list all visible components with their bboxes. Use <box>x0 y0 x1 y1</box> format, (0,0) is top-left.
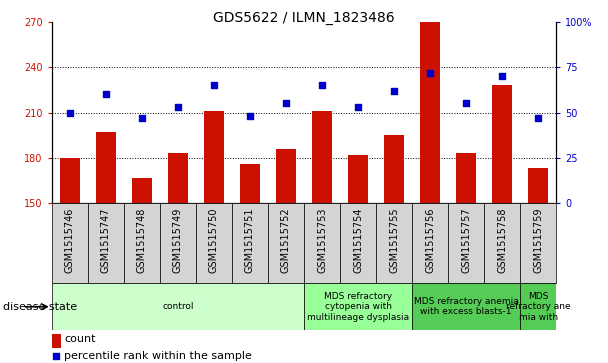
Text: GSM1515746: GSM1515746 <box>64 207 75 273</box>
Text: count: count <box>64 334 96 344</box>
Point <box>281 101 291 106</box>
Point <box>65 110 75 115</box>
Bar <box>60 158 80 203</box>
Point <box>101 91 111 97</box>
Text: GSM1515748: GSM1515748 <box>137 207 147 273</box>
Point <box>497 73 507 79</box>
Text: disease state: disease state <box>3 302 77 312</box>
Text: GSM1515753: GSM1515753 <box>317 207 327 273</box>
FancyBboxPatch shape <box>448 203 484 283</box>
Bar <box>528 168 548 203</box>
Text: GSM1515758: GSM1515758 <box>497 207 507 273</box>
Point <box>389 88 399 94</box>
Point <box>137 115 147 121</box>
Bar <box>456 153 476 203</box>
Point <box>353 104 363 110</box>
FancyBboxPatch shape <box>520 283 556 330</box>
Text: GSM1515756: GSM1515756 <box>425 207 435 273</box>
FancyBboxPatch shape <box>520 203 556 283</box>
FancyBboxPatch shape <box>304 283 412 330</box>
Point <box>426 70 435 76</box>
Text: GSM1515749: GSM1515749 <box>173 207 183 273</box>
Bar <box>420 22 440 203</box>
Bar <box>240 164 260 203</box>
FancyBboxPatch shape <box>340 203 376 283</box>
Text: control: control <box>162 302 193 311</box>
Point <box>51 353 61 359</box>
FancyBboxPatch shape <box>52 203 88 283</box>
FancyBboxPatch shape <box>160 203 196 283</box>
FancyBboxPatch shape <box>88 203 124 283</box>
Bar <box>204 111 224 203</box>
Text: MDS
refractory ane
mia with: MDS refractory ane mia with <box>506 292 571 322</box>
Text: GSM1515759: GSM1515759 <box>533 207 544 273</box>
Point <box>209 82 219 88</box>
FancyBboxPatch shape <box>52 283 304 330</box>
Bar <box>492 85 512 203</box>
Point <box>461 101 471 106</box>
Bar <box>52 334 61 348</box>
Point <box>245 113 255 119</box>
Bar <box>96 132 116 203</box>
Text: GSM1515752: GSM1515752 <box>281 207 291 273</box>
FancyBboxPatch shape <box>196 203 232 283</box>
Point <box>533 115 543 121</box>
FancyBboxPatch shape <box>268 203 304 283</box>
Point <box>173 104 183 110</box>
Text: GSM1515751: GSM1515751 <box>245 207 255 273</box>
FancyBboxPatch shape <box>484 203 520 283</box>
Bar <box>384 135 404 203</box>
Text: GSM1515750: GSM1515750 <box>209 207 219 273</box>
Bar <box>348 155 368 203</box>
FancyBboxPatch shape <box>376 203 412 283</box>
Text: GSM1515757: GSM1515757 <box>461 207 471 273</box>
FancyBboxPatch shape <box>232 203 268 283</box>
Text: GSM1515755: GSM1515755 <box>389 207 399 273</box>
Text: percentile rank within the sample: percentile rank within the sample <box>64 351 252 361</box>
Text: GSM1515747: GSM1515747 <box>101 207 111 273</box>
Point <box>317 82 327 88</box>
Text: GDS5622 / ILMN_1823486: GDS5622 / ILMN_1823486 <box>213 11 395 25</box>
Text: MDS refractory
cytopenia with
multilineage dysplasia: MDS refractory cytopenia with multilinea… <box>307 292 409 322</box>
Text: GSM1515754: GSM1515754 <box>353 207 363 273</box>
Text: MDS refractory anemia
with excess blasts-1: MDS refractory anemia with excess blasts… <box>414 297 519 317</box>
Bar <box>168 153 188 203</box>
Bar <box>312 111 332 203</box>
FancyBboxPatch shape <box>412 203 448 283</box>
Bar <box>276 149 296 203</box>
Bar <box>132 178 152 203</box>
FancyBboxPatch shape <box>412 283 520 330</box>
FancyBboxPatch shape <box>124 203 160 283</box>
FancyBboxPatch shape <box>304 203 340 283</box>
